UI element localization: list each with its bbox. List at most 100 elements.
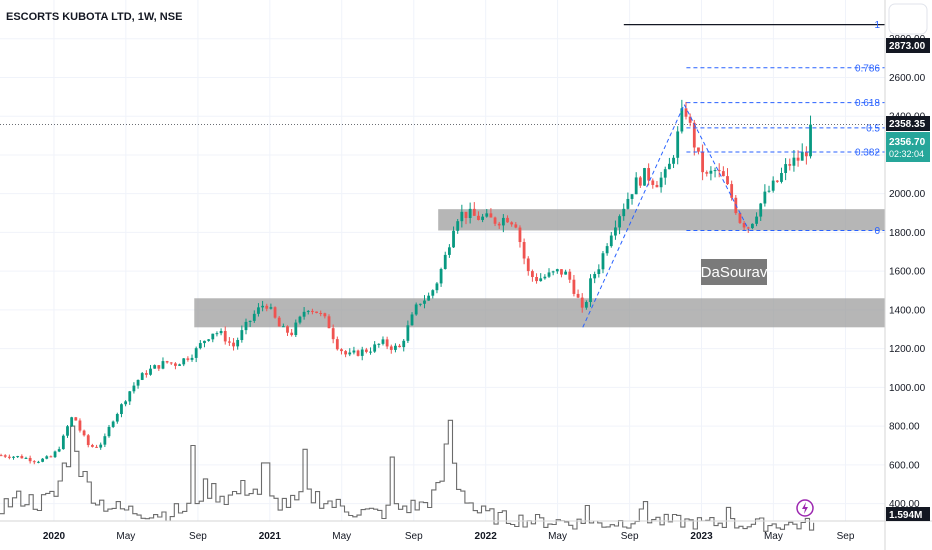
svg-text:2358.35: 2358.35 [889, 119, 926, 130]
candle-body-91 [377, 343, 381, 345]
candle-body-28 [115, 414, 119, 422]
candle-body-19 [78, 420, 82, 431]
candle-body-159 [659, 177, 663, 188]
candle-body-154 [638, 177, 642, 186]
candle-body-66 [273, 307, 277, 318]
fib-label-0.5: 0.5 [866, 123, 880, 134]
candle-body-186 [771, 180, 775, 191]
candle-body-172 [713, 170, 717, 172]
candle-body-84 [348, 352, 352, 355]
candle-body-65 [269, 307, 273, 309]
candle-body-53 [219, 331, 223, 334]
svg-text:2873.00: 2873.00 [889, 41, 926, 52]
candle-body-86 [356, 350, 360, 356]
x-tick-label: 2023 [690, 531, 713, 542]
candle-body-142 [589, 278, 592, 303]
candle-body-151 [626, 198, 630, 209]
candle-body-164 [680, 108, 684, 132]
candle-body-78 [323, 313, 327, 317]
chart-title: ESCORTS KUBOTA LTD, 1W, NSE [6, 11, 182, 23]
candle-body-11 [45, 456, 49, 459]
chart-settings-button[interactable] [888, 3, 928, 35]
candle-body-111 [460, 211, 464, 222]
candle-body-60 [248, 320, 252, 322]
candle-body-93 [385, 339, 389, 347]
candle-body-160 [663, 169, 667, 178]
candle-body-185 [767, 190, 771, 192]
candle-body-134 [555, 269, 559, 272]
candle-body-71 [294, 322, 298, 336]
candle-body-97 [402, 340, 406, 348]
candle-body-169 [701, 151, 705, 173]
y-tick-label: 1800.00 [889, 228, 926, 239]
fib-label-0.382: 0.382 [855, 148, 880, 159]
candle-body-77 [319, 313, 323, 315]
candle-body-124 [514, 224, 518, 228]
candle-body-37 [153, 365, 157, 369]
candle-body-189 [784, 164, 788, 174]
x-tick-label: May [332, 531, 351, 542]
support-resistance-zones [0, 123, 885, 328]
candle-body-115 [477, 215, 480, 220]
candle-body-72 [298, 316, 302, 323]
candle-body-34 [140, 373, 144, 380]
candle-body-126 [522, 242, 526, 259]
candle-body-117 [485, 213, 489, 217]
candle-body-145 [601, 253, 605, 270]
trend-lines[interactable] [582, 104, 750, 328]
top-level-label: 2873.00 [886, 38, 930, 53]
candle-body-46 [190, 357, 194, 360]
candle-body-73 [302, 311, 306, 317]
candle-body-141 [584, 302, 588, 308]
fib-label-1: 1 [874, 20, 880, 31]
candle-body-99 [410, 314, 414, 326]
previous-high-label: 2358.35 [886, 116, 930, 131]
candle-body-31 [128, 391, 132, 402]
candle-body-62 [257, 307, 260, 314]
candle-body-50 [207, 339, 211, 341]
candle-body-5 [20, 456, 24, 459]
candle-body-130 [539, 278, 543, 282]
candle-body-10 [41, 458, 44, 462]
candle-body-92 [381, 339, 385, 344]
candle-body-144 [597, 269, 601, 275]
lightning-icon[interactable] [796, 499, 814, 517]
candle-body-14 [57, 449, 61, 452]
candle-body-67 [277, 317, 281, 327]
time-axis[interactable]: 2020 May Sep 2021 May Sep 2022 May Sep 2023 May Sep [43, 531, 855, 542]
candle-body-98 [406, 325, 410, 341]
candle-body-106 [439, 269, 443, 284]
last-price-label: 2356.70 02:32:04 [886, 132, 930, 162]
candle-body-191 [792, 157, 796, 166]
candle-body-74 [306, 310, 310, 312]
x-tick-label: May [548, 531, 567, 542]
candle-body-190 [788, 164, 792, 166]
x-tick-label: 2022 [475, 531, 498, 542]
x-tick-label: 2020 [43, 531, 66, 542]
fib-label-0.786: 0.786 [855, 63, 880, 74]
candle-body-20 [82, 430, 86, 436]
candle-body-70 [290, 332, 294, 336]
candle-body-128 [531, 271, 534, 278]
candle-body-7 [28, 457, 32, 462]
candle-body-192 [796, 157, 800, 161]
candle-body-147 [609, 235, 613, 247]
candle-body-103 [427, 295, 431, 301]
grid [0, 0, 885, 521]
candle-body-55 [227, 341, 231, 343]
candle-body-143 [593, 274, 597, 279]
candle-body-129 [535, 277, 538, 282]
candle-body-112 [464, 211, 468, 219]
candle-body-150 [622, 208, 626, 217]
candle-body-26 [107, 426, 111, 437]
candle-body-64 [265, 305, 269, 309]
candle-body-49 [203, 340, 206, 344]
countdown-text: 02:32:04 [889, 149, 924, 159]
candle-body-102 [423, 300, 426, 304]
candlestick-series [0, 99, 812, 465]
candle-body-25 [103, 436, 107, 445]
candle-body-4 [16, 456, 20, 458]
fibonacci-retracement[interactable]: 1 0.786 0.618 0.5 0.382 0 [623, 20, 885, 237]
